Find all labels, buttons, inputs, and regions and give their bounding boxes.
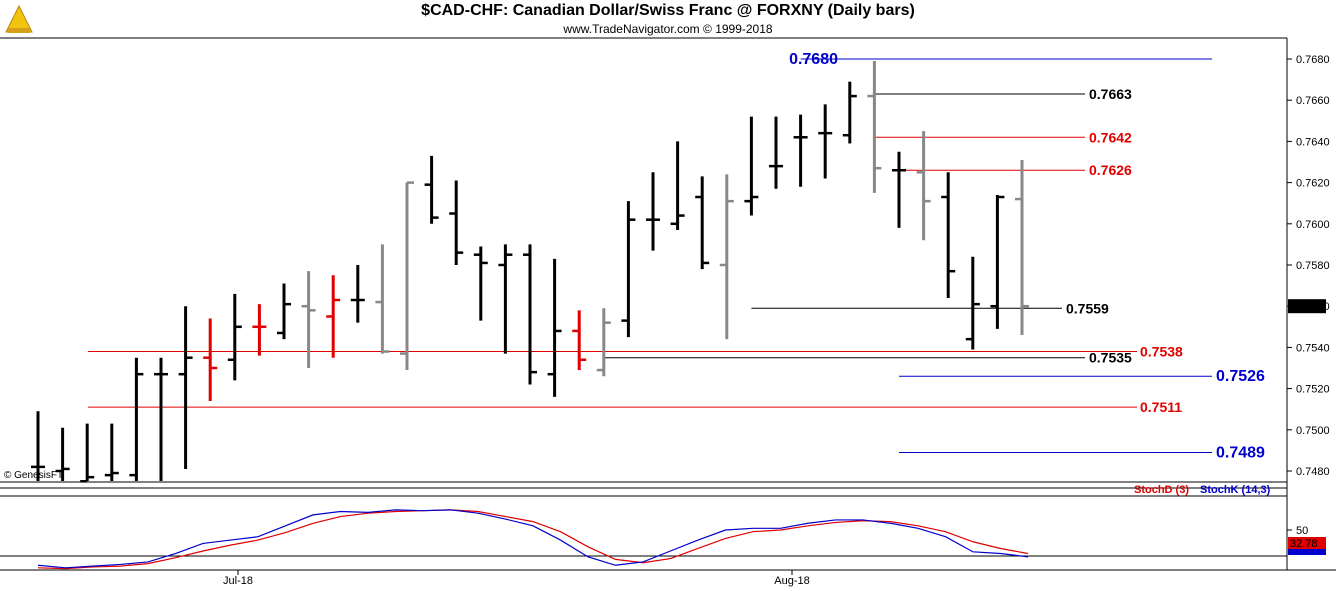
price-tick-label: 0.7600 bbox=[1296, 219, 1330, 231]
price-tick-label: 0.7620 bbox=[1296, 178, 1330, 190]
stoch-k-legend: StochK (14,3) bbox=[1200, 484, 1271, 496]
level-label: 0.7680 bbox=[789, 51, 838, 68]
level-label: 0.7642 bbox=[1089, 129, 1132, 145]
ohlc-bar bbox=[867, 61, 882, 193]
ohlc-bars bbox=[31, 61, 1029, 483]
ohlc-bar bbox=[350, 265, 365, 323]
ohlc-bar bbox=[646, 172, 660, 251]
price-tick-label: 0.7640 bbox=[1296, 136, 1330, 148]
stoch-d-legend: StochD (3) bbox=[1134, 484, 1189, 496]
ohlc-bar bbox=[277, 283, 291, 340]
level-label: 0.7559 bbox=[1066, 300, 1109, 316]
date-tick-label: Jul-18 bbox=[223, 575, 253, 587]
price-panel-frame bbox=[0, 37, 1336, 571]
date-tick-label: Aug-18 bbox=[774, 575, 809, 587]
level-label: 0.7535 bbox=[1089, 350, 1132, 366]
date-axis: Jul-18 Aug-18 bbox=[223, 570, 810, 587]
ohlc-bar bbox=[326, 275, 341, 358]
price-axis: 0.7680 0.7660 0.7640 0.7620 0.7600 0.7580 0.75… bbox=[1287, 54, 1330, 478]
ohlc-bar bbox=[547, 258, 562, 397]
ohlc-bar bbox=[572, 310, 587, 371]
level-label: 0.7489 bbox=[1216, 444, 1265, 461]
ohlc-bar bbox=[719, 174, 734, 340]
ohlc-bar bbox=[769, 116, 783, 189]
stoch-tick-label: 50 bbox=[1296, 525, 1308, 537]
ohlc-bar bbox=[523, 244, 537, 385]
price-tick-label: 0.7580 bbox=[1296, 260, 1330, 272]
ohlc-bar bbox=[818, 104, 833, 179]
genesis-watermark: © GenesisFT bbox=[4, 470, 63, 481]
price-tick-label: 0.7540 bbox=[1296, 342, 1330, 354]
price-tick-label: 0.7660 bbox=[1296, 95, 1330, 107]
ohlc-bar bbox=[31, 411, 45, 481]
price-tick-label: 0.7520 bbox=[1296, 384, 1330, 396]
stoch-last-label: 32.78 bbox=[1290, 538, 1318, 550]
ohlc-bar bbox=[596, 308, 611, 377]
ohlc-bar bbox=[203, 318, 218, 401]
ohlc-bar bbox=[793, 114, 808, 187]
chart-title: $CAD-CHF: Canadian Dollar/Swiss Franc @ … bbox=[421, 2, 915, 19]
ohlc-bar bbox=[80, 423, 95, 483]
price-tick-label: 0.7680 bbox=[1296, 54, 1330, 66]
level-lines: 0.7680 0.7663 0.7642 0.7626 0.7559 0.7538 0.75… bbox=[88, 51, 1265, 461]
last-price-box bbox=[1288, 299, 1326, 314]
level-label: 0.7526 bbox=[1216, 368, 1265, 385]
ohlc-bar bbox=[670, 141, 685, 230]
ohlc-bar bbox=[129, 357, 144, 481]
level-label: 0.7538 bbox=[1140, 344, 1183, 360]
ohlc-bar bbox=[621, 201, 636, 338]
ohlc-bar bbox=[965, 256, 980, 350]
stoch-k-line bbox=[37, 509, 1029, 569]
ohlc-bar bbox=[990, 194, 1005, 329]
ohlc-bar bbox=[498, 244, 513, 354]
genesis-logo-icon bbox=[5, 4, 33, 33]
level-label: 0.7511 bbox=[1140, 399, 1182, 415]
level-label: 0.7626 bbox=[1089, 162, 1132, 178]
ohlc-bar bbox=[449, 180, 464, 265]
ohlc-bar bbox=[842, 81, 857, 144]
ohlc-bar bbox=[892, 151, 906, 228]
ohlc-bar bbox=[916, 131, 931, 241]
ohlc-bar bbox=[744, 116, 759, 216]
ohlc-bar bbox=[104, 423, 119, 481]
ohlc-bar bbox=[154, 357, 168, 481]
ohlc-bar bbox=[1015, 159, 1029, 336]
chart-subtitle: www.TradeNavigator.com © 1999-2018 bbox=[563, 22, 773, 36]
ohlc-bar bbox=[55, 427, 70, 481]
ohlc-bar bbox=[375, 244, 390, 354]
ohlc-bar bbox=[941, 172, 956, 298]
stoch-last-box-k bbox=[1288, 549, 1326, 555]
price-tick-label: 0.7500 bbox=[1296, 425, 1330, 437]
ohlc-bar bbox=[695, 176, 710, 270]
ohlc-bar bbox=[227, 293, 242, 381]
ohlc-bar bbox=[400, 181, 414, 371]
ohlc-bar bbox=[301, 271, 316, 368]
price-tick-label: 0.7480 bbox=[1296, 466, 1330, 478]
last-price-label: 0.7560 bbox=[1290, 301, 1324, 313]
ohlc-bar bbox=[178, 306, 193, 469]
stoch-last-box bbox=[1288, 537, 1326, 549]
level-label: 0.7663 bbox=[1089, 86, 1132, 102]
ohlc-bar bbox=[252, 304, 267, 356]
stoch-d-line bbox=[37, 509, 1029, 570]
ohlc-bar bbox=[424, 155, 439, 224]
ohlc-bar bbox=[473, 246, 488, 321]
